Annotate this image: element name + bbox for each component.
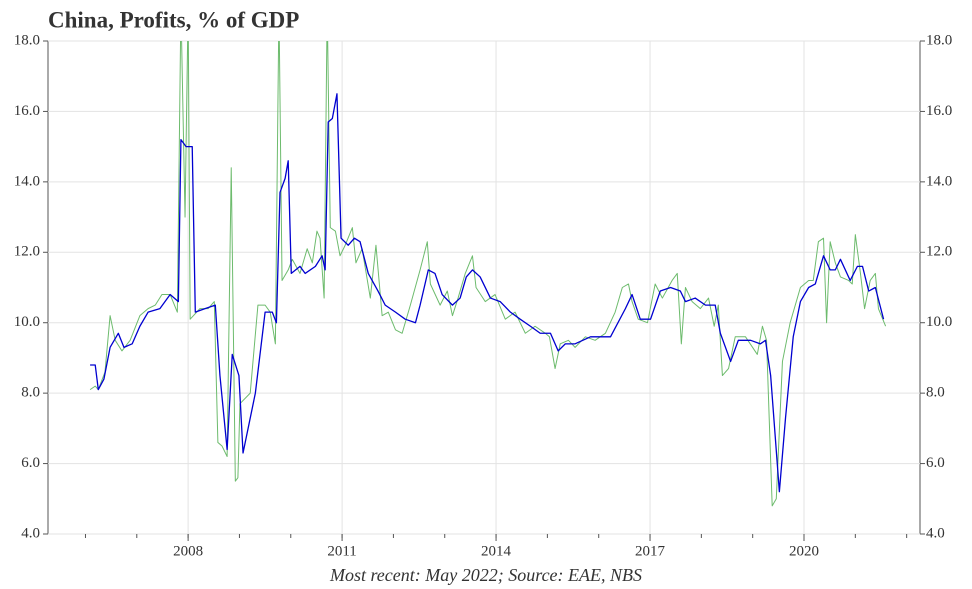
x-tick-label: 2008 [173, 543, 203, 559]
y-tick-label: 8.0 [21, 385, 40, 401]
chart-title: China, Profits, % of GDP [48, 7, 299, 32]
y2-tick-label: 8.0 [926, 385, 945, 401]
y2-tick-label: 14.0 [926, 173, 952, 189]
y-tick-label: 12.0 [14, 244, 40, 260]
y2-tick-label: 18.0 [926, 32, 952, 48]
line-series [90, 93, 885, 493]
y-tick-label: 10.0 [14, 314, 40, 330]
footnote: Most recent: May 2022; Source: EAE, NBS [329, 565, 642, 585]
y2-tick-label: 16.0 [926, 103, 952, 119]
x-tick-label: 2017 [635, 543, 666, 559]
y2-tick-label: 10.0 [926, 314, 952, 330]
y-tick-label: 14.0 [14, 173, 40, 189]
y-tick-label: 18.0 [14, 32, 40, 48]
y-tick-label: 6.0 [21, 455, 40, 471]
y2-tick-label: 6.0 [926, 455, 945, 471]
y2-tick-label: 4.0 [926, 525, 945, 541]
y2-tick-label: 12.0 [926, 244, 952, 260]
y-tick-label: 4.0 [21, 525, 40, 541]
x-tick-label: 2011 [327, 543, 356, 559]
x-tick-label: 2020 [789, 543, 819, 559]
x-tick-label: 2014 [481, 543, 512, 559]
line-series [89, 41, 887, 507]
y-tick-label: 16.0 [14, 103, 40, 119]
